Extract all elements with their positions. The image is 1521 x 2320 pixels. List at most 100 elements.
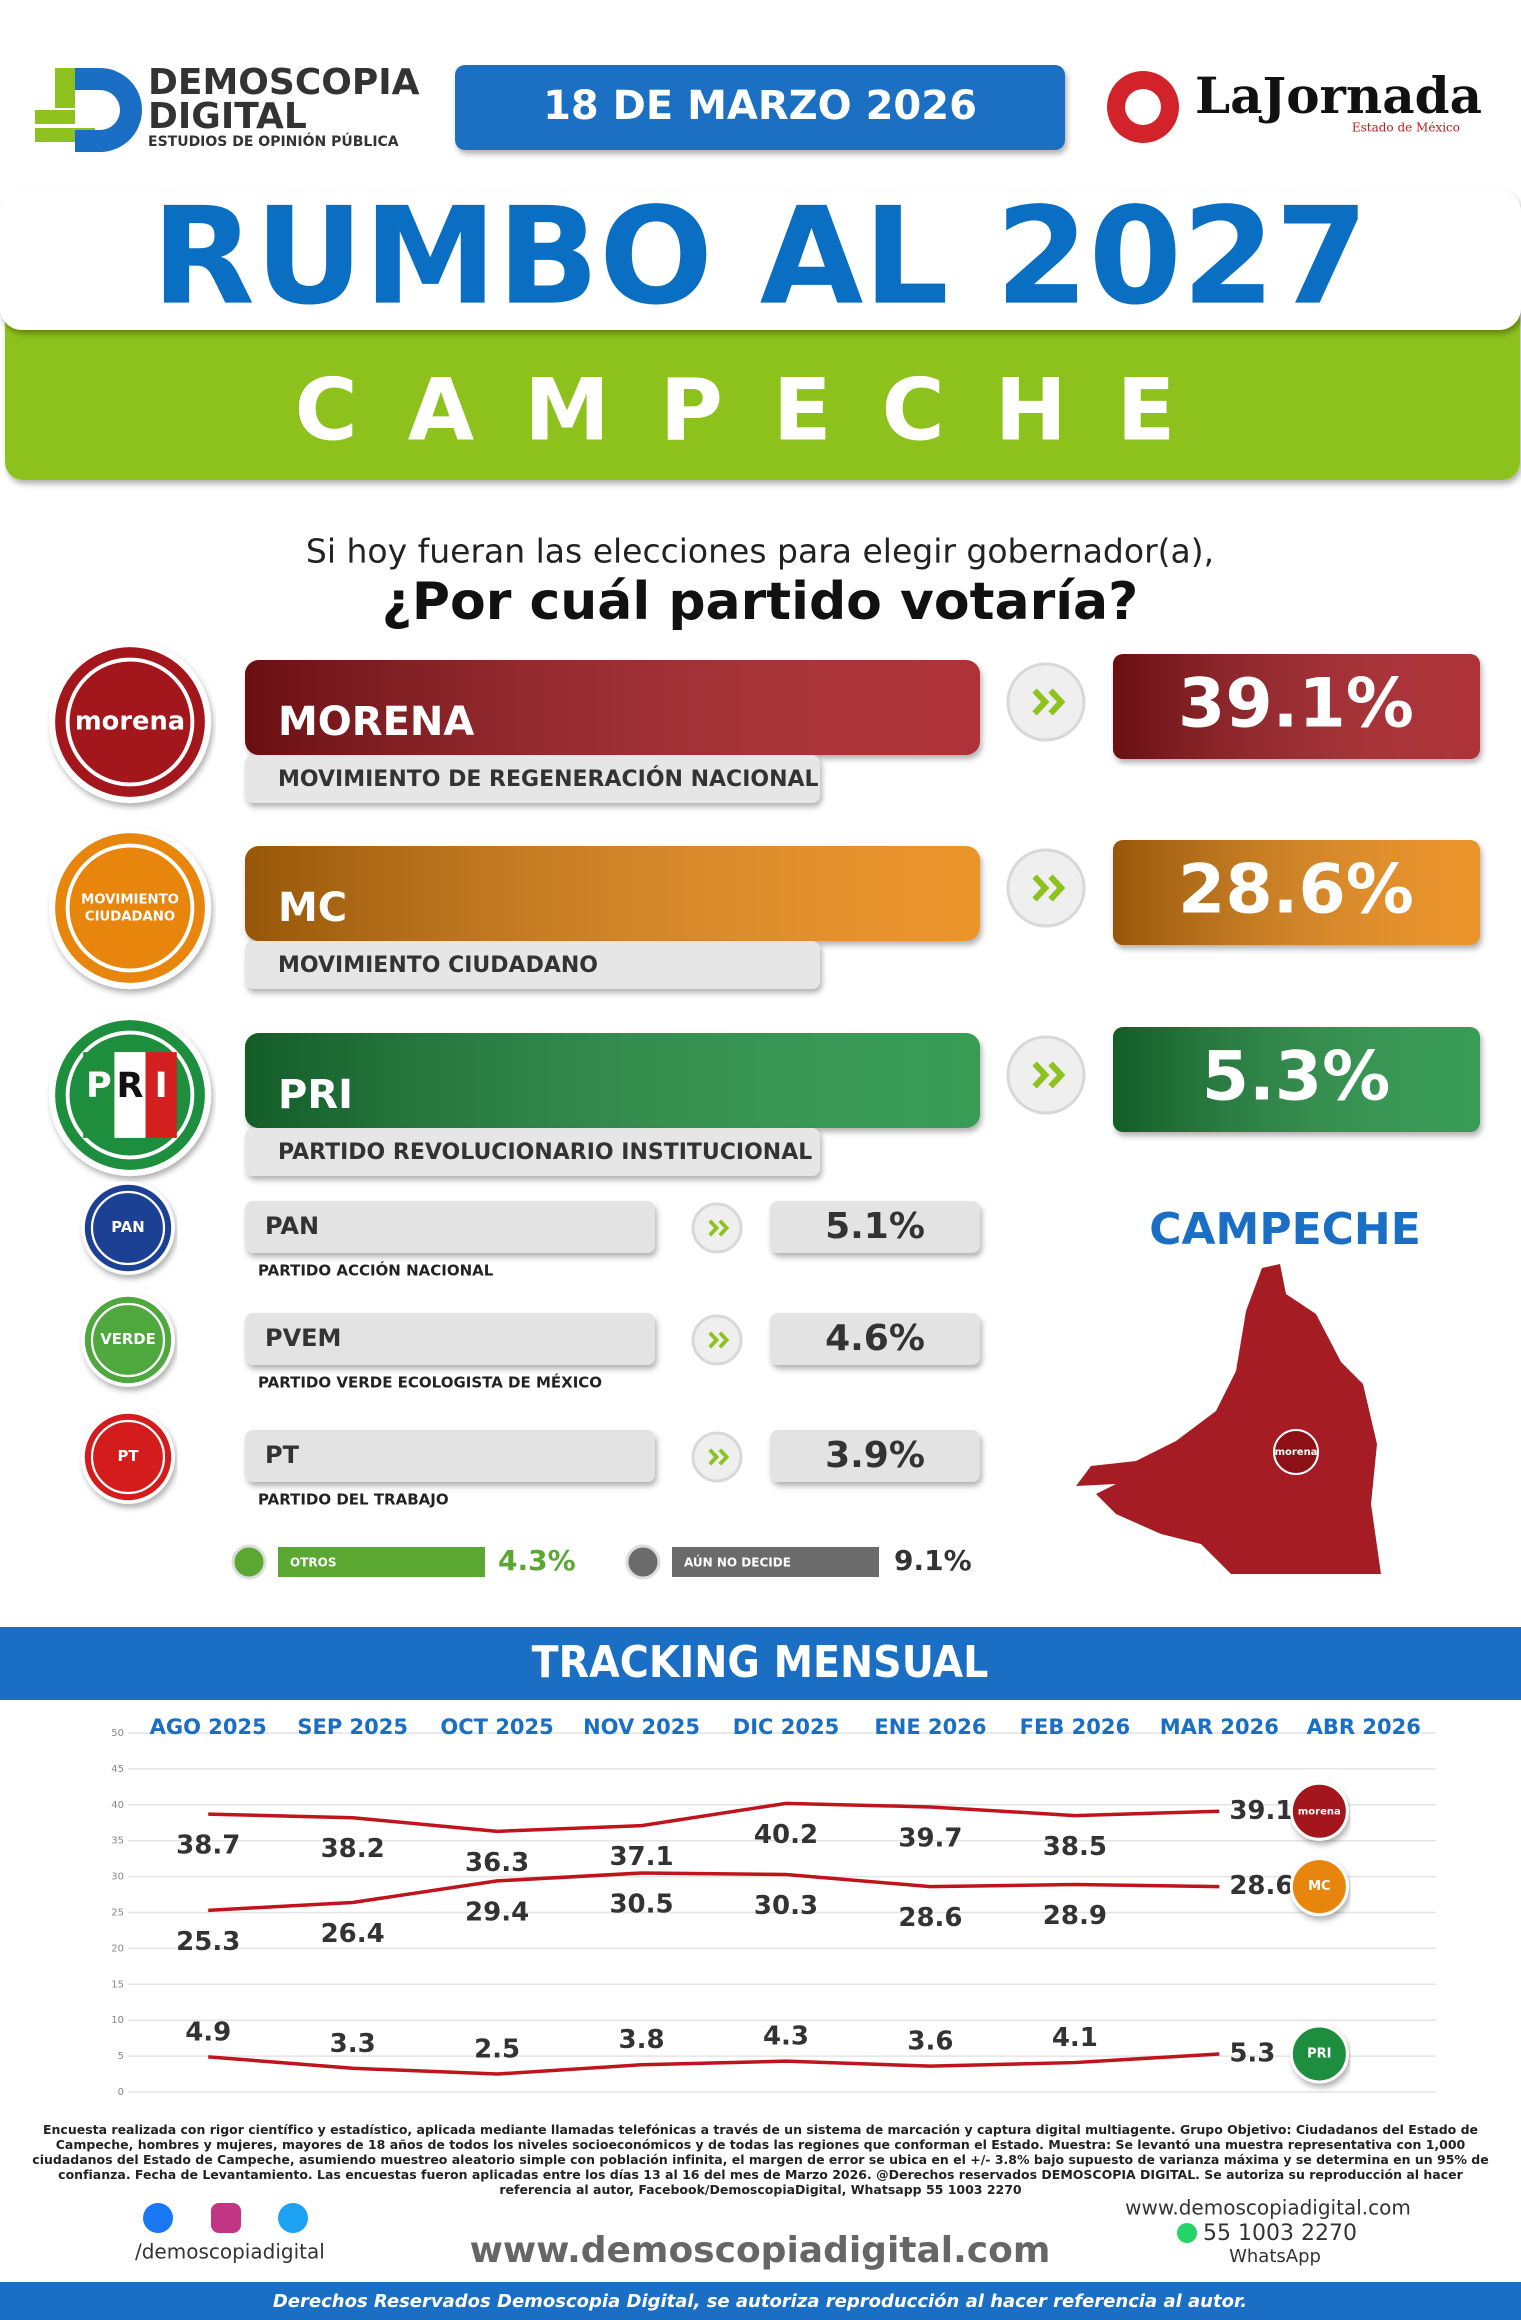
phone: 55 1003 2270 — [1203, 2221, 1357, 2246]
data-label: 3.6 — [907, 2027, 953, 2057]
value-box-sheen — [1113, 654, 1480, 759]
data-label: 28.6 — [1229, 1871, 1293, 1901]
partner-sub: Estado de México — [1352, 121, 1460, 135]
data-label: 36.3 — [465, 1848, 529, 1878]
icon — [625, 1544, 661, 1580]
value-label: 9.1% — [894, 1544, 972, 1577]
y-tick-label: 0 — [118, 2087, 124, 2098]
party-sub-bar — [245, 941, 820, 989]
whatsapp: WhatsApp — [1229, 2246, 1321, 2267]
party-name: PRI — [278, 1072, 353, 1118]
x-tick-label: OCT 2025 — [440, 1715, 553, 1739]
data-label: 3.3 — [330, 2029, 376, 2059]
data-label: 37.1 — [609, 1842, 673, 1872]
value-box — [770, 1201, 980, 1253]
party-logo — [81, 1181, 175, 1275]
pri-letter: P — [86, 1065, 112, 1106]
question-line1: Si hoy fueran las elecciones para elegir… — [306, 532, 1214, 571]
data-label: 3.8 — [619, 2025, 665, 2055]
arrow — [1048, 688, 1066, 716]
value-label: 28.6% — [1178, 851, 1414, 930]
instagram-icon — [211, 2203, 241, 2233]
value-label: 5.1% — [825, 1206, 925, 1247]
brand: DEMOSCOPIA — [148, 62, 420, 103]
state: CAMPECHE — [295, 360, 1226, 460]
rights-band — [0, 2282, 1521, 2320]
data-label: 5.3 — [1229, 2038, 1275, 2068]
value-box — [770, 1313, 980, 1365]
brand2: DIGITAL — [148, 96, 307, 137]
partner-logo-inner — [1125, 89, 1161, 125]
party-logo-label: PT — [117, 1447, 139, 1465]
arrow — [708, 1448, 720, 1466]
y-tick-label: 30 — [111, 1872, 124, 1883]
legend-name: MC — [1308, 1879, 1330, 1894]
party-name: PVEM — [265, 1324, 341, 1352]
brand-logo — [35, 68, 142, 152]
party-name: MORENA — [278, 699, 474, 745]
whatsapp-icon — [1177, 2223, 1197, 2243]
value-label: 39.1% — [1178, 665, 1414, 744]
series-line — [208, 1871, 1220, 1913]
value-box — [672, 1547, 879, 1577]
y-tick-label: 45 — [111, 1764, 124, 1775]
tracking-title: TRACKING MENSUAL — [532, 1637, 989, 1688]
value-label: 3.9% — [825, 1435, 925, 1476]
date: 18 DE MARZO 2026 — [543, 83, 977, 129]
arrow — [708, 1219, 720, 1237]
map-label: CAMPECHE — [1149, 1204, 1421, 1255]
party-bar-sheen — [245, 846, 980, 941]
y-tick-label: 35 — [111, 1836, 124, 1847]
data-label: 28.6 — [898, 1903, 962, 1933]
x-tick-label: ENE 2026 — [874, 1715, 986, 1739]
pri-stripe — [83, 1052, 115, 1138]
party-full-name: PARTIDO VERDE ECOLOGISTA DE MÉXICO — [258, 1373, 602, 1392]
party-logo-label: MOVIMIENTO — [81, 892, 179, 907]
arrow — [718, 1448, 730, 1466]
arrow — [718, 1331, 730, 1349]
value-box-sheen — [1113, 840, 1480, 945]
y-tick-label: 15 — [111, 1979, 124, 1990]
party-logo-ring — [65, 843, 195, 973]
party-name: PAN — [265, 1212, 319, 1240]
disclaimer: Encuesta realizada con rigor científico … — [32, 2122, 1489, 2197]
party-logo-label: CIUDADANO — [85, 910, 175, 925]
party-logo-label: morena — [75, 707, 185, 737]
value-label: 4.3% — [498, 1544, 576, 1577]
data-label: 25.3 — [176, 1927, 240, 1957]
data-label: 39.1 — [1229, 1796, 1293, 1826]
party-name: PT — [265, 1441, 300, 1469]
data-label: 30.5 — [609, 1890, 673, 1920]
value-box-sheen — [1113, 1027, 1480, 1132]
party-logo — [81, 1293, 175, 1387]
x-tick-label: FEB 2026 — [1020, 1715, 1130, 1739]
data-label: 40.2 — [754, 1820, 818, 1850]
data-label: 39.7 — [898, 1823, 962, 1853]
party-full-name: PARTIDO REVOLUCIONARIO INSTITUCIONAL — [278, 1140, 812, 1165]
map-marker — [1273, 1429, 1319, 1475]
website: www.demoscopiadigital.com — [470, 2230, 1051, 2271]
y-tick-label: 25 — [111, 1908, 124, 1919]
title-band — [0, 190, 1521, 330]
y-tick-label: 5 — [118, 2051, 124, 2062]
x-tick-label: NOV 2025 — [583, 1715, 700, 1739]
contact-web: www.demoscopiadigital.com — [1125, 2196, 1411, 2220]
pri-letter: I — [155, 1065, 168, 1106]
data-label: 38.7 — [176, 1831, 240, 1861]
party-logo-ring — [65, 657, 195, 787]
question-line2: ¿Por cuál partido votaría? — [382, 572, 1139, 632]
legend-name: PRI — [1307, 2046, 1331, 2061]
data-label: 26.4 — [321, 1919, 385, 1949]
party-bar — [245, 1201, 655, 1253]
legend-name: morena — [1298, 1806, 1341, 1817]
data-label: 2.5 — [474, 2035, 520, 2065]
party-bar — [245, 1430, 655, 1482]
data-label: 38.5 — [1043, 1832, 1107, 1862]
party-logo-ring — [65, 1030, 195, 1160]
pri-stripe — [114, 1052, 146, 1138]
party-full-name: PARTIDO ACCIÓN NACIONAL — [258, 1261, 494, 1280]
data-label: 4.1 — [1052, 2023, 1098, 2053]
arrow — [718, 1219, 730, 1237]
